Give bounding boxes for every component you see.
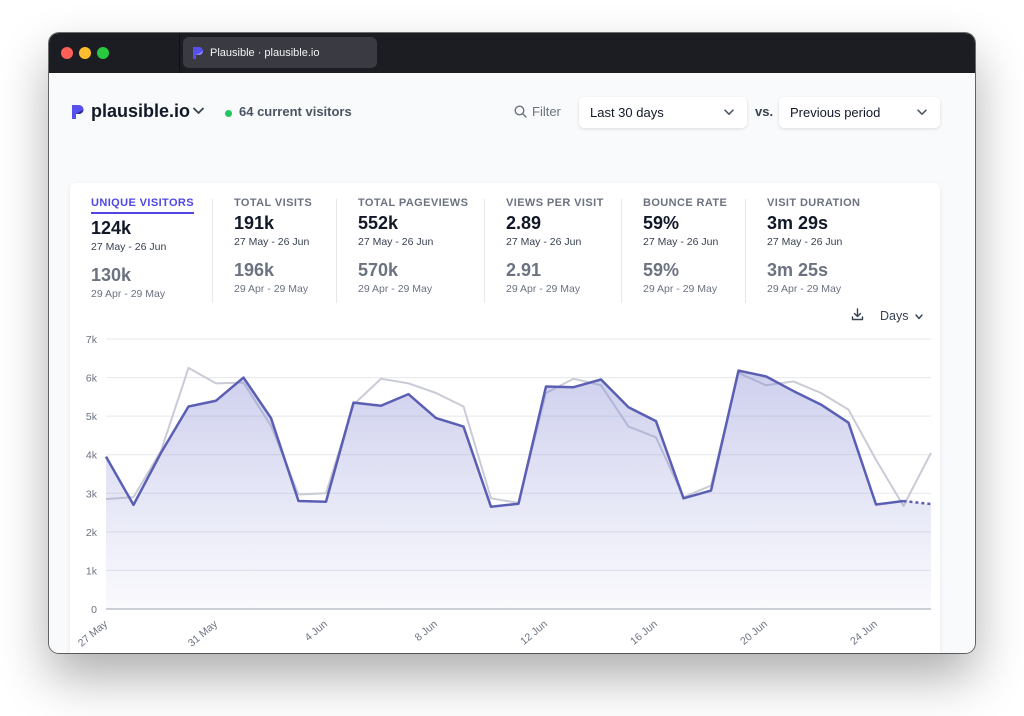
metric-previous-value: 3m 25s [767, 260, 829, 280]
metric-previous-range: 29 Apr - 29 May [358, 283, 433, 295]
active-metric-underline [91, 212, 194, 214]
metric-value: 191k [234, 213, 275, 233]
y-tick-label: 5k [86, 411, 98, 423]
metric-range: 27 May - 26 Jun [506, 236, 582, 248]
current-period-line [104, 369, 904, 509]
metric-visit-duration[interactable]: VISIT DURATION 3m 29s 27 May - 26 Jun 3m… [767, 197, 860, 302]
metric-total-visits[interactable]: TOTAL VISITS 191k 27 May - 26 Jun 196k 2… [234, 197, 312, 302]
metric-label: VIEWS PER VISIT [506, 197, 604, 209]
x-tick-label: 12 Jun [518, 618, 550, 648]
comparison-select-label: Previous period [790, 105, 881, 120]
metric-unique-visitors[interactable]: UNIQUE VISITORS 124k 27 May - 26 Jun 130… [91, 197, 194, 302]
dashboard-topbar: plausible.io 64 current visitors Filter … [49, 73, 975, 153]
vs-label: vs. [755, 104, 774, 119]
y-tick-label: 3k [86, 488, 98, 500]
metric-value: 552k [358, 213, 399, 233]
metric-value: 2.89 [506, 213, 542, 233]
current-period-area [106, 370, 931, 609]
current-visitors-link[interactable]: 64 current visitors [239, 104, 352, 119]
metric-divider [484, 199, 485, 303]
metric-range: 27 May - 26 Jun [91, 241, 167, 253]
metric-previous-value: 2.91 [506, 260, 542, 280]
metric-previous-range: 29 Apr - 29 May [91, 288, 166, 300]
visitor-graph-card: UNIQUE VISITORS 124k 27 May - 26 Jun 130… [70, 183, 940, 653]
y-tick-label: 1k [86, 565, 98, 577]
plausible-favicon-icon [193, 46, 203, 59]
chevron-down-icon [917, 109, 927, 115]
metric-previous-range: 29 Apr - 29 May [506, 283, 581, 295]
x-tick-label: 20 Jun [738, 618, 770, 648]
y-tick-label: 7k [86, 334, 98, 346]
browser-window: Plausible · plausible.io plausible.io 64… [49, 33, 975, 653]
metric-label: BOUNCE RATE [643, 197, 728, 209]
live-indicator-dot [225, 110, 232, 117]
metric-divider [621, 199, 622, 303]
metric-previous-value: 570k [358, 260, 399, 280]
metric-previous-value: 130k [91, 265, 132, 285]
metric-range: 27 May - 26 Jun [643, 236, 719, 248]
y-tick-label: 6k [86, 373, 98, 385]
metric-previous-range: 29 Apr - 29 May [767, 283, 842, 295]
metric-views-per-visit[interactable]: VIEWS PER VISIT 2.89 27 May - 26 Jun 2.9… [506, 197, 604, 302]
metric-total-pageviews[interactable]: TOTAL PAGEVIEWS 552k 27 May - 26 Jun 570… [358, 197, 468, 302]
metric-divider [212, 199, 213, 303]
chevron-down-icon [724, 109, 734, 115]
search-icon[interactable] [514, 105, 527, 118]
title-bar: Plausible · plausible.io [49, 33, 975, 73]
x-tick-label: 31 May [186, 618, 221, 650]
period-select[interactable]: Last 30 days [579, 97, 747, 128]
metric-range: 27 May - 26 Jun [234, 236, 310, 248]
comparison-select[interactable]: Previous period [779, 97, 940, 128]
metric-label: TOTAL PAGEVIEWS [358, 197, 469, 209]
close-window-button[interactable] [61, 47, 73, 59]
titlebar-divider [179, 33, 180, 73]
visitors-line-chart[interactable]: 0 1k 2k 3k 4k 5k 6k 7k 27 May 31 May 4 Jun 8 Jun 12 … [70, 323, 940, 653]
metric-value: 3m 29s [767, 213, 829, 233]
period-select-label: Last 30 days [590, 105, 664, 120]
site-switcher[interactable]: plausible.io [91, 101, 191, 121]
metric-previous-range: 29 Apr - 29 May [234, 283, 309, 295]
metric-label: UNIQUE VISITORS [91, 197, 194, 214]
y-tick-label: 4k [86, 450, 98, 462]
minimize-window-button[interactable] [79, 47, 91, 59]
metric-previous-value: 59% [643, 260, 680, 280]
x-tick-label: 4 Jun [303, 618, 331, 644]
metric-value: 59% [643, 213, 680, 233]
y-tick-label: 0 [91, 604, 97, 616]
zoom-window-button[interactable] [97, 47, 109, 59]
browser-tab[interactable]: Plausible · plausible.io [183, 37, 377, 68]
metric-label: TOTAL VISITS [234, 197, 313, 209]
download-icon[interactable] [851, 308, 864, 321]
x-tick-label: 27 May [76, 618, 111, 650]
x-tick-label: 16 Jun [628, 618, 660, 648]
top-stats: UNIQUE VISITORS 124k 27 May - 26 Jun 130… [70, 183, 940, 303]
x-tick-label: 8 Jun [413, 618, 441, 644]
chevron-down-icon[interactable] [193, 107, 204, 115]
metric-bounce-rate[interactable]: BOUNCE RATE 59% 27 May - 26 Jun 59% 29 A… [643, 197, 727, 302]
plausible-logo-icon [72, 105, 84, 119]
interval-select[interactable]: Days [880, 309, 909, 323]
metric-range: 27 May - 26 Jun [767, 236, 843, 248]
metric-divider [336, 199, 337, 303]
metric-value: 124k [91, 218, 132, 238]
dashboard: plausible.io 64 current visitors Filter … [49, 73, 975, 653]
x-tick-label: 24 Jun [848, 618, 880, 648]
metric-label: VISIT DURATION [767, 197, 861, 209]
metric-previous-value: 196k [234, 260, 275, 280]
y-tick-label: 2k [86, 527, 98, 539]
metric-divider [745, 199, 746, 303]
chevron-down-icon[interactable] [915, 314, 923, 320]
filter-button[interactable]: Filter [532, 104, 561, 119]
current-period-partial-segment [903, 499, 932, 506]
metric-range: 27 May - 26 Jun [358, 236, 434, 248]
metric-previous-range: 29 Apr - 29 May [643, 283, 718, 295]
tab-title: Plausible · plausible.io [210, 46, 320, 59]
